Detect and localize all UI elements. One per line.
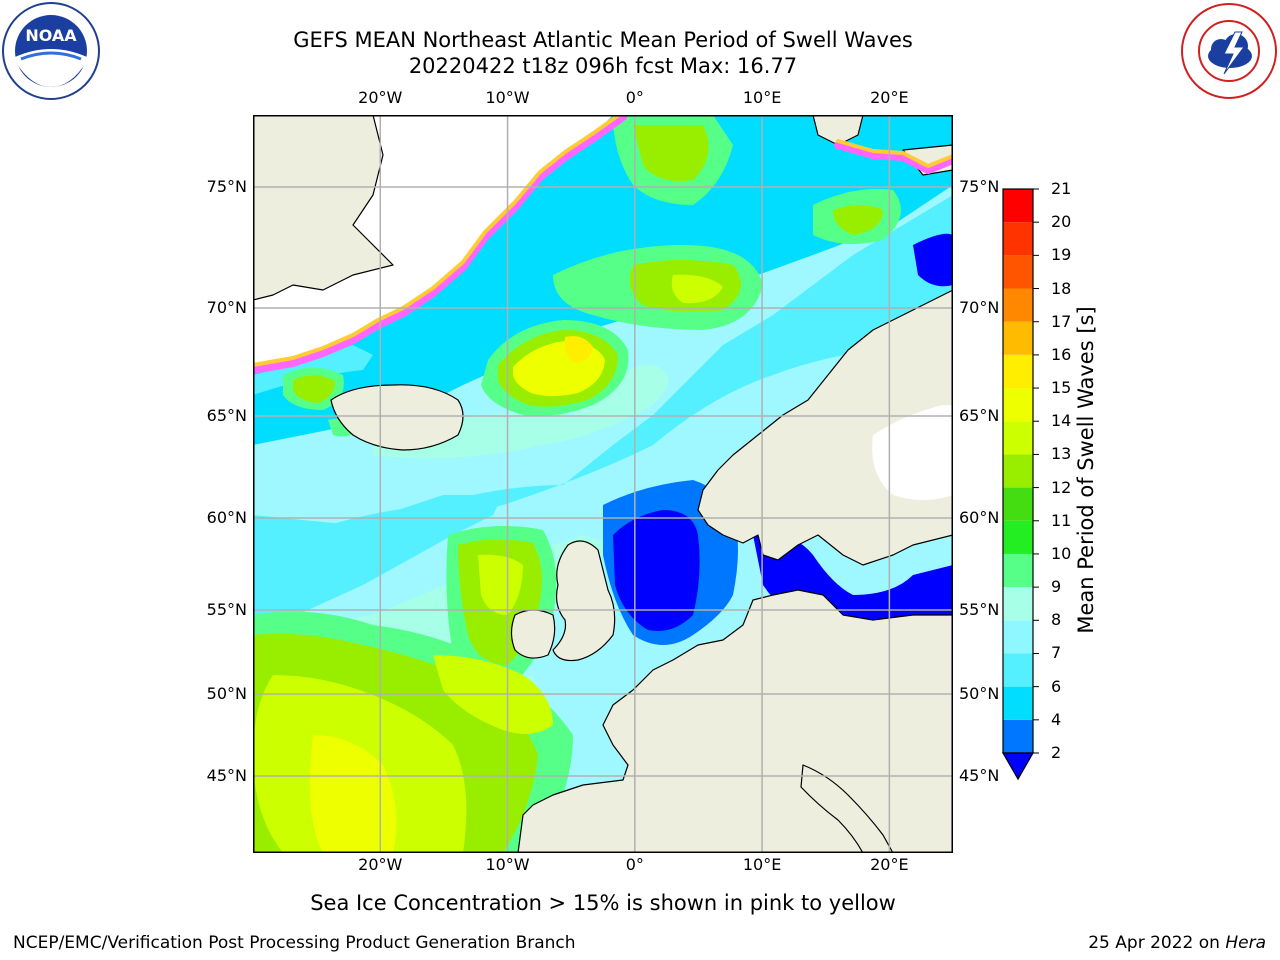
lon-tick-label-top: 0° [625, 88, 644, 107]
chart-subtitle: 20220422 t18z 096h fcst Max: 16.77 [408, 54, 798, 78]
great-britain [552, 540, 616, 662]
colorbar-tick-label: 18 [1051, 278, 1072, 298]
lon-tick-label-top: 20°W [358, 88, 403, 107]
colorbar-tick-label: 20 [1051, 212, 1072, 232]
lat-tick-label-right: 60°N [959, 508, 1000, 527]
colorbar-tick-label: 2 [1051, 743, 1062, 762]
colorbar-tick-label: 12 [1051, 477, 1072, 497]
colorbar-band [1003, 719, 1033, 753]
colorbar-band [1003, 587, 1033, 621]
sea-ice-edge [253, 115, 953, 374]
colorbar-tick-label: 9 [1051, 577, 1062, 597]
colorbar-tick-label: 7 [1051, 643, 1062, 663]
lon-tick-label-top: 20°E [870, 88, 909, 107]
colorbar-band [1003, 222, 1033, 256]
colorbar-band [1003, 686, 1033, 720]
colorbar-tick-label: 13 [1051, 444, 1072, 464]
colorbar-band [1003, 620, 1033, 654]
lat-tick-label-left: 55°N [206, 600, 247, 619]
colorbar-tick-label: 10 [1051, 543, 1072, 563]
lon-tick-label-bottom: 20°E [870, 855, 909, 874]
colorbar-tick-label: 14 [1051, 411, 1072, 431]
svg-text:NOAA: NOAA [25, 26, 77, 45]
colorbar-band [1003, 189, 1033, 223]
colorbar-band [1003, 653, 1033, 687]
lon-tick-label-top: 10°E [742, 88, 782, 107]
colorbar-extend-triangle [1001, 752, 1035, 781]
colorbar-tick-label: 19 [1051, 245, 1072, 265]
footer-organization: NCEP/EMC/Verification Post Processing Pr… [13, 933, 576, 953]
colorbar-band [1003, 288, 1033, 322]
lat-tick-label-left: 70°N [206, 298, 247, 317]
lon-tick-label-bottom: 10°E [742, 855, 782, 874]
colorbar-band [1003, 487, 1033, 521]
colorbar-band [1003, 321, 1033, 355]
nws-logo [1180, 2, 1278, 100]
lat-tick-label-right: 55°N [959, 600, 1000, 619]
lat-tick-label-right: 65°N [959, 406, 1000, 425]
colorbar-tick-label: 4 [1051, 709, 1062, 729]
noaa-logo: NOAA [1, 1, 101, 101]
lat-tick-label-right: 75°N [959, 177, 1000, 196]
swell-period-map [253, 115, 953, 853]
swell-period-field [253, 115, 953, 853]
colorbar-scale [1001, 188, 1039, 781]
map-frame [253, 115, 953, 853]
lat-tick-label-left: 45°N [206, 766, 247, 785]
sea-ice-caption: Sea Ice Concentration > 15% is shown in … [310, 891, 896, 915]
greenland [253, 115, 394, 301]
colorbar [1001, 188, 1039, 781]
chart-title: GEFS MEAN Northeast Atlantic Mean Period… [293, 28, 913, 52]
lat-tick-label-left: 50°N [206, 684, 247, 703]
colorbar-frame [1002, 188, 1034, 754]
colorbar-band [1003, 520, 1033, 554]
colorbar-band [1003, 354, 1033, 389]
colorbar-band [1003, 454, 1033, 488]
lon-tick-label-bottom: 20°W [358, 855, 403, 874]
lat-tick-label-right: 70°N [959, 298, 1000, 317]
ireland [510, 609, 556, 659]
lat-tick-label-left: 60°N [206, 508, 247, 527]
colorbar-tick-label: 21 [1051, 179, 1072, 198]
colorbar-band [1003, 421, 1033, 455]
map-panel [253, 115, 953, 853]
lat-tick-label-left: 65°N [206, 406, 247, 425]
colorbar-band [1003, 255, 1033, 289]
colorbar-tick-label: 16 [1051, 344, 1072, 364]
colorbar-band [1003, 388, 1033, 422]
lon-tick-label-bottom: 10°W [485, 855, 530, 874]
colorbar-tick-label: 15 [1051, 378, 1072, 398]
continental-europe [517, 589, 953, 853]
colorbar-title: Mean Period of Swell Waves [s] [1074, 306, 1098, 634]
lat-tick-label-right: 45°N [959, 766, 1000, 785]
colorbar-tick-label: 17 [1051, 311, 1072, 331]
colorbar-band [1003, 553, 1033, 588]
svalbard [812, 115, 864, 146]
colorbar-tick-label: 8 [1051, 610, 1062, 630]
footer-date: 25 Apr 2022 on Hera [1088, 933, 1266, 953]
footer-date-text: 25 Apr 2022 on [1088, 933, 1220, 953]
lat-lon-grid [253, 115, 953, 853]
italy [800, 764, 894, 853]
lat-tick-label-left: 75°N [206, 177, 247, 196]
lon-tick-label-bottom: 0° [625, 855, 644, 874]
colorbar-tick-label: 6 [1051, 676, 1062, 696]
colorbar-tick-label: 11 [1051, 510, 1072, 530]
iceland [330, 384, 464, 451]
lat-tick-label-right: 50°N [959, 684, 1000, 703]
footer-host: Hera [1225, 933, 1266, 953]
lon-tick-label-top: 10°W [485, 88, 530, 107]
